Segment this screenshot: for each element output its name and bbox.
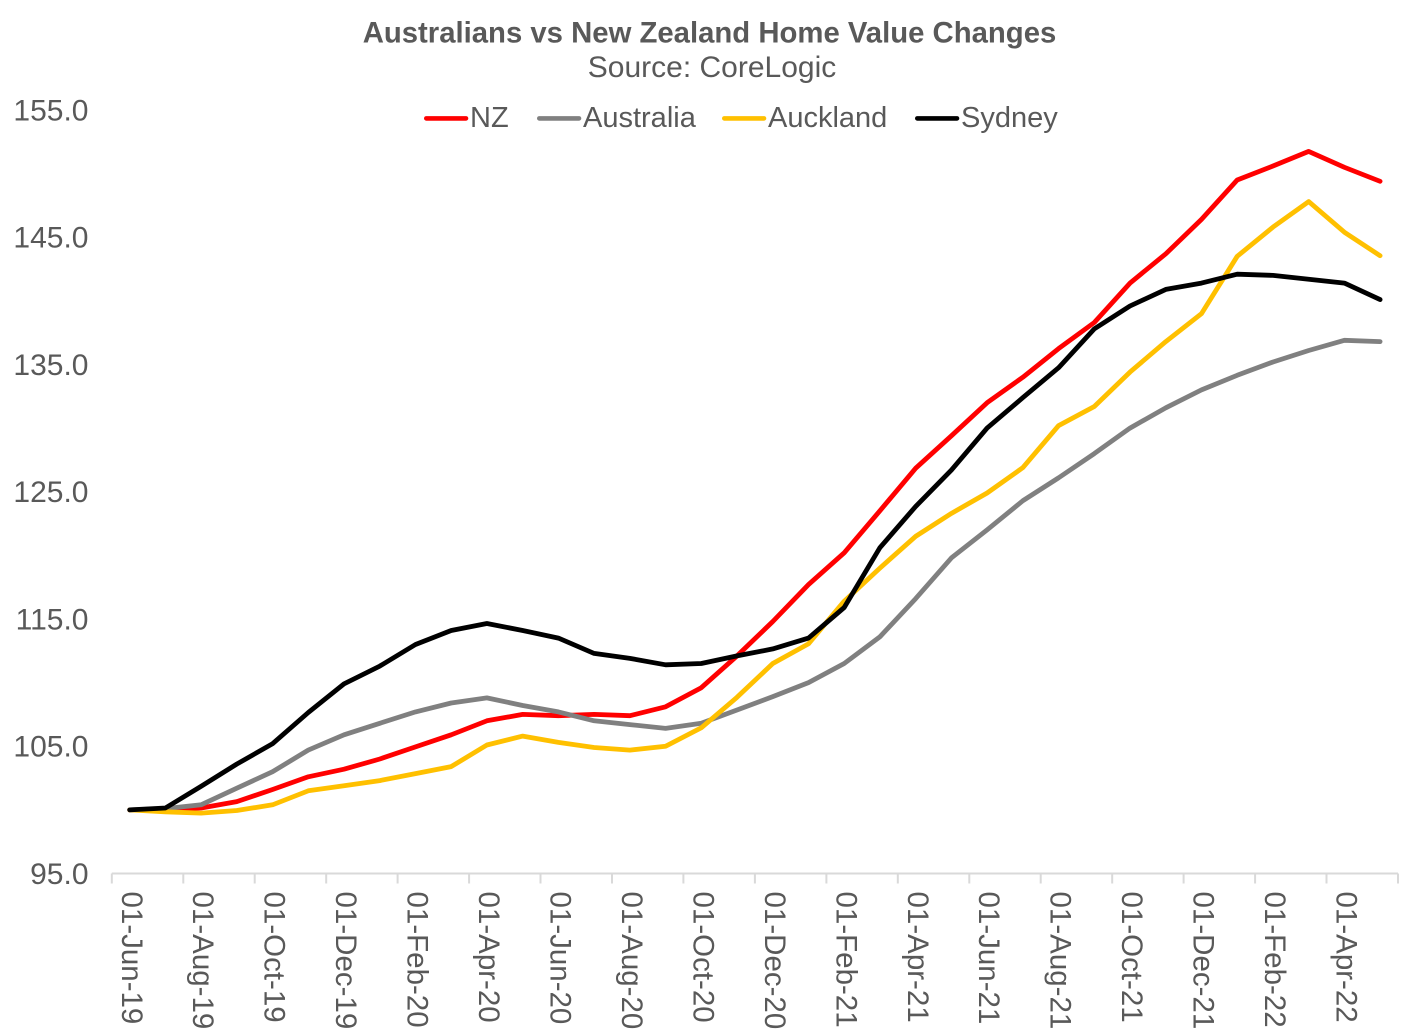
svg-text:01-Aug-21: 01-Aug-21 [1044, 892, 1077, 1030]
svg-text:NZ: NZ [470, 102, 509, 134]
svg-text:135.0: 135.0 [13, 349, 88, 382]
svg-text:01-Feb-20: 01-Feb-20 [401, 892, 434, 1028]
svg-text:105.0: 105.0 [13, 731, 88, 764]
svg-text:01-Jun-19: 01-Jun-19 [115, 892, 148, 1025]
svg-text:01-Aug-20: 01-Aug-20 [615, 892, 648, 1030]
svg-text:01-Jun-21: 01-Jun-21 [972, 892, 1005, 1025]
svg-text:Sydney: Sydney [961, 102, 1058, 134]
svg-text:01-Oct-19: 01-Oct-19 [258, 892, 291, 1023]
svg-text:01-Feb-21: 01-Feb-21 [829, 892, 862, 1028]
svg-text:01-Feb-22: 01-Feb-22 [1258, 892, 1291, 1028]
svg-text:155.0: 155.0 [13, 94, 88, 127]
svg-text:01-Apr-22: 01-Apr-22 [1330, 892, 1363, 1023]
svg-text:145.0: 145.0 [13, 222, 88, 255]
svg-text:01-Dec-21: 01-Dec-21 [1187, 892, 1220, 1030]
svg-text:Source: CoreLogic: Source: CoreLogic [588, 51, 836, 84]
svg-text:Australia: Australia [583, 102, 697, 134]
svg-text:01-Oct-20: 01-Oct-20 [686, 892, 719, 1023]
svg-text:01-Apr-21: 01-Apr-21 [901, 892, 934, 1023]
svg-text:125.0: 125.0 [13, 476, 88, 509]
svg-text:01-Jun-20: 01-Jun-20 [544, 892, 577, 1025]
svg-text:95.0: 95.0 [30, 858, 88, 891]
svg-text:01-Dec-19: 01-Dec-19 [329, 892, 362, 1030]
svg-text:01-Oct-21: 01-Oct-21 [1115, 892, 1148, 1023]
svg-text:01-Apr-20: 01-Apr-20 [472, 892, 505, 1023]
svg-text:Australians vs New Zealand Hom: Australians vs New Zealand Home Value Ch… [363, 17, 1057, 50]
svg-text:01-Dec-20: 01-Dec-20 [758, 892, 791, 1030]
svg-text:01-Aug-19: 01-Aug-19 [186, 892, 219, 1030]
svg-text:115.0: 115.0 [16, 603, 89, 636]
svg-text:Auckland: Auckland [768, 102, 887, 134]
